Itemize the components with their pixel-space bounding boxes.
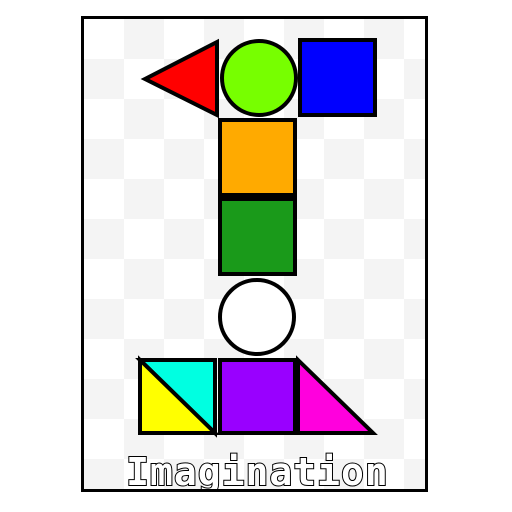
checker-tile: [324, 219, 364, 259]
checker-tile: [124, 99, 164, 139]
checker-tile: [84, 139, 124, 179]
checker-tile: [124, 179, 164, 219]
checker-tile: [124, 19, 164, 59]
checker-tile: [164, 139, 204, 179]
checker-tile: [84, 219, 124, 259]
checker-tile: [324, 459, 364, 489]
checker-tile: [404, 379, 425, 419]
orange-square[interactable]: [218, 118, 297, 197]
checker-tile: [404, 59, 425, 99]
blue-square[interactable]: [298, 38, 377, 117]
checker-tile: [84, 299, 124, 339]
checker-tile: [84, 459, 124, 489]
checker-tile: [364, 259, 404, 299]
red-triangle[interactable]: [140, 38, 219, 119]
green-square[interactable]: [218, 197, 297, 276]
checker-tile: [324, 299, 364, 339]
checker-tile: [404, 219, 425, 259]
checker-tile: [404, 459, 425, 489]
checker-tile: [404, 139, 425, 179]
checker-tile: [164, 299, 204, 339]
checker-tile: [364, 419, 404, 459]
checker-tile: [364, 339, 404, 379]
white-circle[interactable]: [218, 278, 296, 356]
checker-tile: [164, 459, 204, 489]
game-title: Imagination: [125, 449, 389, 492]
checker-tile: [324, 139, 364, 179]
checker-tile: [124, 259, 164, 299]
checker-tile: [84, 379, 124, 419]
checker-tile: [84, 59, 124, 99]
magenta-triangle[interactable]: [296, 355, 378, 435]
puzzle-card: Imagination: [81, 16, 428, 492]
purple-square[interactable]: [218, 358, 297, 435]
green-circle[interactable]: [220, 39, 298, 117]
checker-tile: [244, 459, 284, 489]
checker-tile: [404, 299, 425, 339]
checker-tile: [364, 179, 404, 219]
shape-figure: [135, 38, 378, 438]
checker-tile: [164, 219, 204, 259]
yellow-triangle[interactable]: [138, 355, 220, 435]
